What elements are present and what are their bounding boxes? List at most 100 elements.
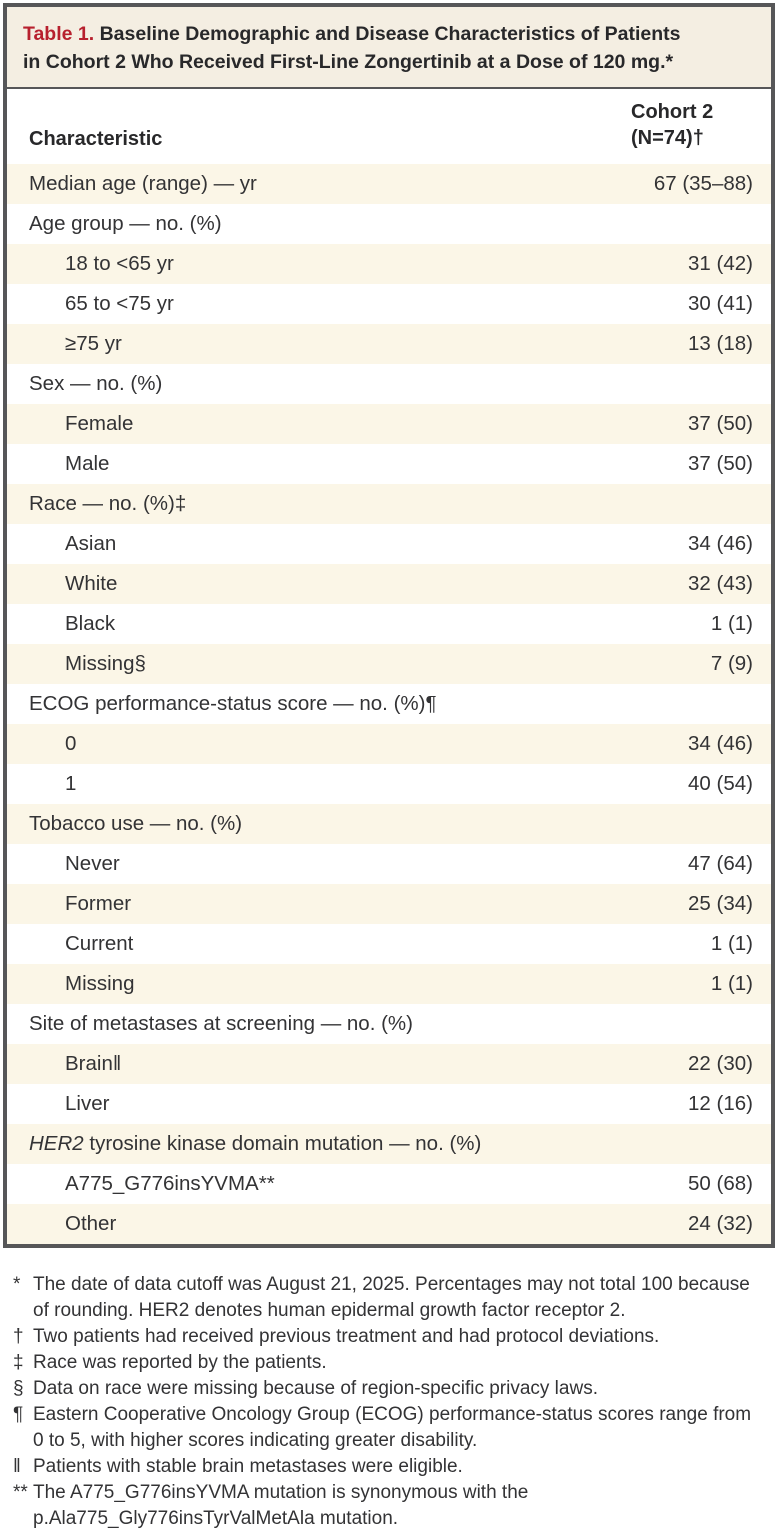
row-label-text: tyrosine kinase domain mutation — no. (%…: [83, 1132, 482, 1155]
row-label: Median age (range) — yr: [7, 172, 257, 196]
row-label: ≥75 yr: [7, 332, 122, 356]
row-label: Current: [7, 932, 133, 956]
row-value: 12 (16): [688, 1092, 753, 1115]
row-value: 34 (46): [688, 532, 753, 555]
table-row: Other 24 (32): [7, 1204, 771, 1244]
footnote-item: ¶ Eastern Cooperative Oncology Group (ECO…: [13, 1402, 763, 1454]
row-label-text: Asian: [65, 532, 117, 555]
table-row: Sex — no. (%): [7, 364, 771, 404]
table-row: Never 47 (64): [7, 844, 771, 884]
table-row: 65 to <75 yr 30 (41): [7, 284, 771, 324]
row-value: 7 (9): [710, 652, 753, 675]
table-row: ECOG performance-status score — no. (%)¶: [7, 684, 771, 724]
row-label: Never: [7, 852, 120, 876]
column-header-characteristic: Characteristic: [29, 128, 163, 150]
row-label: 0: [7, 732, 76, 756]
table-row: Asian 34 (46): [7, 524, 771, 564]
row-value: 47 (64): [688, 852, 753, 875]
table-row: Median age (range) — yr 67 (35–88): [7, 164, 771, 204]
title-text-line-2: in Cohort 2 Who Received First-Line Zong…: [23, 51, 674, 73]
row-label: White: [7, 572, 117, 596]
row-label: Age group — no. (%): [7, 212, 222, 236]
row-label: Female: [7, 412, 133, 436]
row-value: 31 (42): [688, 252, 753, 275]
row-value: 30 (41): [688, 292, 753, 315]
cohort-header-line-2: (N=74)†: [631, 127, 704, 149]
footnote-text: Eastern Cooperative Oncology Group (ECOG…: [33, 1404, 752, 1451]
title-line-2: in Cohort 2 Who Received First-Line Zong…: [23, 48, 755, 76]
row-label-text: Sex — no. (%): [29, 372, 163, 395]
row-label-text: ≥75 yr: [65, 332, 122, 355]
row-label-text: Black: [65, 612, 116, 635]
footnote-marker: **: [13, 1482, 28, 1503]
footnote-marker: †: [13, 1326, 24, 1347]
footnote-marker: ‡: [13, 1352, 24, 1373]
row-value: 67 (35–88): [653, 172, 753, 195]
row-value: 1 (1): [710, 972, 753, 995]
row-label-text: Liver: [65, 1092, 110, 1115]
title-text-line-1: Baseline Demographic and Disease Charact…: [99, 23, 681, 45]
row-label-text: Male: [65, 452, 110, 475]
row-label-text: Brain‖: [65, 1052, 122, 1075]
row-label-text: 18 to <65 yr: [65, 252, 174, 275]
row-value: 37 (50): [688, 412, 753, 435]
footnote-item: * The date of data cutoff was August 21, …: [13, 1272, 763, 1324]
table-body: Median age (range) — yr 67 (35–88) Age g…: [7, 164, 771, 1244]
row-label-text: 65 to <75 yr: [65, 292, 174, 315]
row-label: HER2 tyrosine kinase domain mutation — n…: [7, 1132, 481, 1156]
row-label: Asian: [7, 532, 116, 556]
row-label: Liver: [7, 1092, 109, 1116]
cohort-header-line-1: Cohort 2: [631, 101, 714, 123]
row-label-text: Tobacco use — no. (%): [29, 812, 243, 835]
row-value: 24 (32): [688, 1212, 753, 1235]
row-value: 50 (68): [688, 1172, 753, 1195]
row-label-text: Missing: [65, 972, 135, 995]
table-row: Liver 12 (16): [7, 1084, 771, 1124]
row-label: Black: [7, 612, 115, 636]
footnote-text: Data on race were missing because of reg…: [33, 1378, 598, 1399]
footnote-item: § Data on race were missing because of re…: [13, 1376, 763, 1402]
table-row: Missing§ 7 (9): [7, 644, 771, 684]
row-label-text: Never: [65, 852, 120, 875]
table-row: White 32 (43): [7, 564, 771, 604]
footnote-text: Patients with stable brain metastases we…: [33, 1456, 463, 1477]
footnote-item: ** The A775_G776insYVMA mutation is synon…: [13, 1480, 763, 1532]
row-label-text: 0: [65, 732, 77, 755]
row-label: Male: [7, 452, 109, 476]
footnotes: * The date of data cutoff was August 21, …: [3, 1248, 775, 1532]
footnote-item: ‖ Patients with stable brain metastases w…: [13, 1454, 763, 1480]
row-label-text: Other: [65, 1212, 117, 1235]
row-value: 22 (30): [688, 1052, 753, 1075]
table-header: Characteristic Cohort 2 (N=74)†: [7, 89, 771, 164]
table-row: HER2 tyrosine kinase domain mutation — n…: [7, 1124, 771, 1164]
table-row: Black 1 (1): [7, 604, 771, 644]
table-row: Female 37 (50): [7, 404, 771, 444]
table-row: Brain‖ 22 (30): [7, 1044, 771, 1084]
row-label-text: Race — no. (%)‡: [29, 492, 187, 515]
footnote-text: Two patients had received previous treat…: [33, 1326, 660, 1347]
row-label: 1: [7, 772, 76, 796]
table-row: Missing 1 (1): [7, 964, 771, 1004]
footnote-item: ‡ Race was reported by the patients.: [13, 1350, 763, 1376]
row-label: Missing: [7, 972, 135, 996]
row-label: Site of metastases at screening — no. (%…: [7, 1012, 413, 1036]
row-label-text: Age group — no. (%): [29, 212, 222, 235]
row-label: A775_G776insYVMA**: [7, 1172, 275, 1196]
row-label-text: 1: [65, 772, 77, 795]
row-label: Race — no. (%)‡: [7, 492, 186, 516]
row-value: 25 (34): [688, 892, 753, 915]
table1-box: Table 1. Baseline Demographic and Diseas…: [3, 3, 775, 1248]
column-header-cohort: Cohort 2 (N=74)†: [631, 99, 771, 151]
table-row: Race — no. (%)‡: [7, 484, 771, 524]
row-value: 37 (50): [688, 452, 753, 475]
row-label-text: Site of metastases at screening — no. (%…: [29, 1012, 413, 1035]
row-label: Tobacco use — no. (%): [7, 812, 242, 836]
footnote-text: The date of data cutoff was August 21, 2…: [33, 1274, 750, 1321]
row-label-text: Median age (range) — yr: [29, 172, 257, 195]
table-row: ≥75 yr 13 (18): [7, 324, 771, 364]
row-label: Other: [7, 1212, 116, 1236]
table-title: Table 1. Baseline Demographic and Diseas…: [7, 7, 771, 89]
table-row: 0 34 (46): [7, 724, 771, 764]
table-row: 18 to <65 yr 31 (42): [7, 244, 771, 284]
